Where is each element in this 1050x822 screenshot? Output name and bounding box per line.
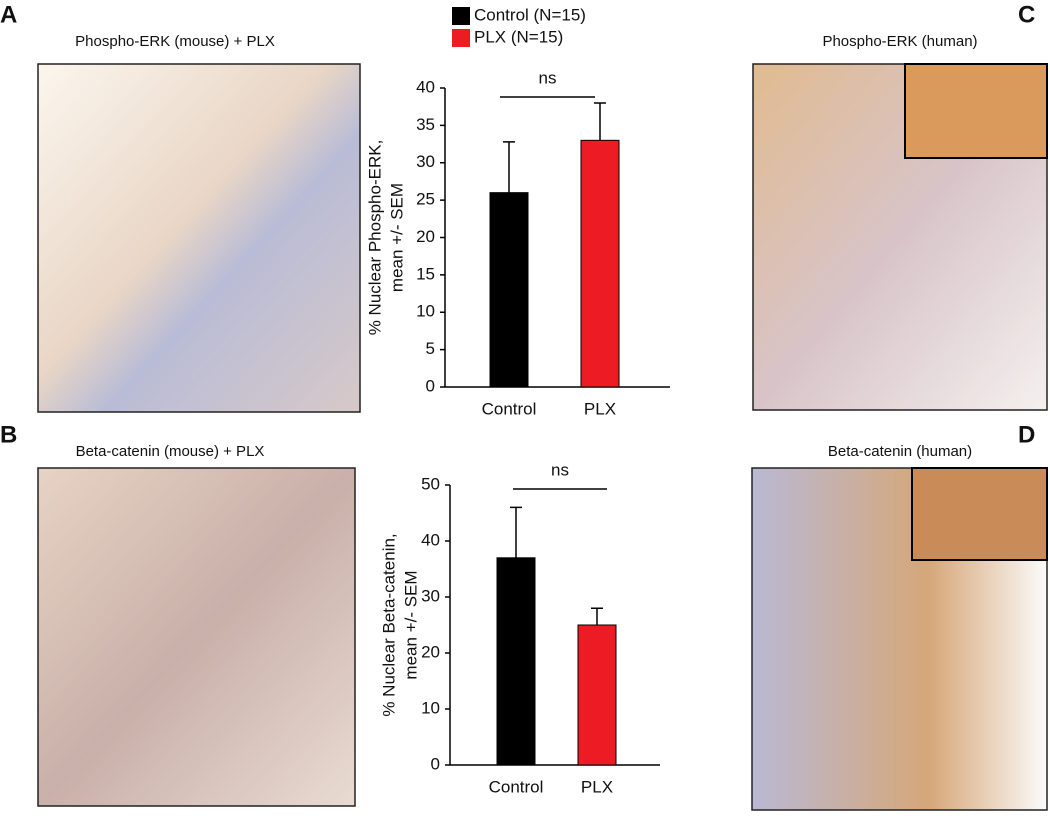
y-tick-label: 10 [416, 302, 435, 321]
legend-label: Control (N=15) [474, 5, 586, 24]
y-tick-label: 30 [421, 586, 440, 605]
error-bar [510, 506, 522, 558]
legend-swatch [452, 29, 470, 47]
panel-label: D [1018, 421, 1035, 448]
y-tick-label: 50 [421, 474, 440, 493]
bar [577, 624, 617, 766]
y-tick-label: 15 [416, 264, 435, 283]
y-tick-label: 0 [426, 376, 435, 395]
error-bar [591, 607, 603, 625]
micrograph-inset [911, 467, 1048, 561]
panel-label: C [1018, 1, 1035, 28]
micrograph [37, 467, 356, 807]
bar [496, 557, 536, 766]
y-axis-label: % Nuclear Phospho-ERK, [365, 140, 384, 336]
y-tick-label: 25 [416, 190, 435, 209]
image-title: Phospho-ERK (mouse) + PLX [75, 33, 275, 50]
x-tick-label: Control [489, 777, 544, 796]
significance-label: ns [539, 68, 557, 87]
y-axis-label: mean +/- SEM [401, 570, 420, 679]
x-tick-label: PLX [584, 399, 616, 418]
error-bar [503, 141, 515, 193]
x-tick-label: Control [482, 399, 537, 418]
y-tick-label: 35 [416, 115, 435, 134]
error-bar [594, 102, 606, 141]
y-tick-label: 30 [416, 152, 435, 171]
micrograph-inset [904, 63, 1048, 159]
y-tick-label: 40 [416, 77, 435, 96]
y-tick-label: 20 [421, 642, 440, 661]
bar [489, 192, 529, 388]
image-title: Beta-catenin (human) [828, 443, 972, 460]
y-tick-label: 0 [431, 754, 440, 773]
legend-label: PLX (N=15) [474, 27, 563, 46]
image-title: Phospho-ERK (human) [822, 33, 977, 50]
bar [580, 139, 620, 388]
panel-label: A [0, 1, 17, 28]
image-title: Beta-catenin (mouse) + PLX [76, 443, 265, 460]
micrograph [37, 63, 361, 413]
x-tick-label: PLX [581, 777, 613, 796]
y-axis-label: mean +/- SEM [387, 183, 406, 292]
significance-label: ns [551, 460, 569, 479]
panel-label: B [0, 421, 17, 448]
y-tick-label: 40 [421, 530, 440, 549]
y-tick-label: 10 [421, 698, 440, 717]
legend-swatch [452, 7, 470, 25]
y-tick-label: 20 [416, 227, 435, 246]
y-tick-label: 5 [426, 339, 435, 358]
y-axis-label: % Nuclear Beta-catenin, [379, 533, 398, 716]
